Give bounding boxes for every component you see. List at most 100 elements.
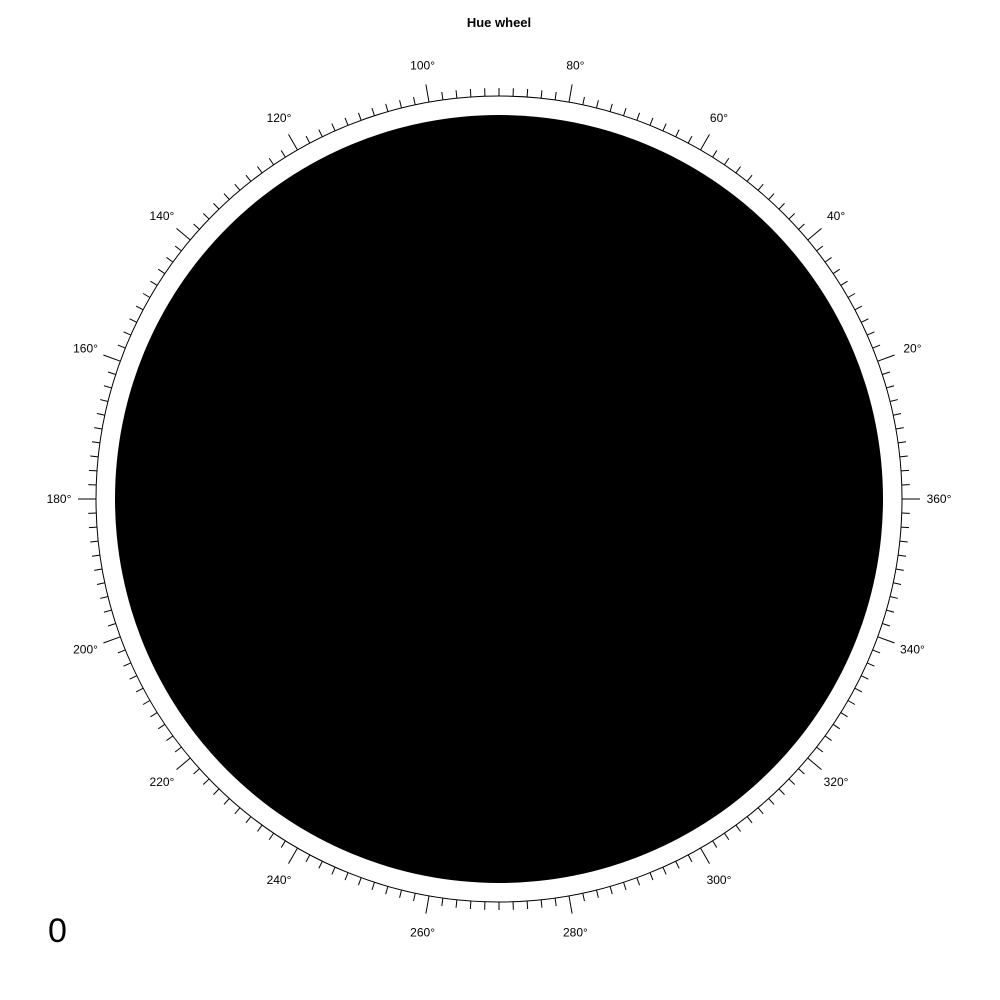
minor-tick xyxy=(882,372,890,374)
minor-tick xyxy=(596,100,598,108)
minor-tick xyxy=(203,779,209,785)
tick-label: 180° xyxy=(47,492,72,506)
major-tick xyxy=(878,637,895,643)
minor-tick xyxy=(319,861,323,868)
minor-tick xyxy=(855,688,862,692)
minor-tick xyxy=(414,893,416,901)
tick-label: 40° xyxy=(827,209,845,223)
tick-label: 140° xyxy=(150,209,175,223)
minor-tick xyxy=(555,92,556,100)
major-tick xyxy=(569,896,572,914)
tick-label: 200° xyxy=(73,642,98,656)
minor-tick xyxy=(900,541,908,542)
minor-tick xyxy=(610,886,612,894)
minor-tick xyxy=(108,624,116,626)
minor-tick xyxy=(901,527,909,528)
minor-tick xyxy=(345,118,348,125)
minor-tick xyxy=(166,257,172,262)
minor-tick xyxy=(89,470,97,471)
minor-tick xyxy=(97,414,105,416)
minor-tick xyxy=(769,194,774,200)
minor-tick xyxy=(817,246,823,251)
tick-label: 280° xyxy=(563,925,588,939)
tick-label: 160° xyxy=(73,342,98,356)
minor-tick xyxy=(269,158,273,165)
minor-tick xyxy=(779,789,785,795)
minor-tick xyxy=(861,319,868,323)
minor-tick xyxy=(94,569,102,570)
hue-disc xyxy=(115,115,883,883)
minor-tick xyxy=(688,855,692,862)
minor-tick xyxy=(676,130,680,137)
minor-tick xyxy=(224,194,229,200)
minor-tick xyxy=(358,878,361,886)
major-tick xyxy=(426,84,429,102)
tick-label: 60° xyxy=(710,111,728,125)
minor-tick xyxy=(257,166,262,172)
minor-tick xyxy=(848,701,855,705)
minor-tick xyxy=(527,89,528,97)
minor-tick xyxy=(332,124,335,131)
minor-tick xyxy=(358,113,361,121)
minor-tick xyxy=(650,118,653,125)
minor-tick xyxy=(893,583,901,585)
minor-tick xyxy=(527,901,528,909)
minor-tick xyxy=(555,898,556,906)
minor-tick xyxy=(89,527,97,528)
minor-tick xyxy=(246,817,251,823)
minor-tick xyxy=(92,442,100,443)
minor-tick xyxy=(281,841,285,848)
minor-tick xyxy=(825,736,831,741)
minor-tick xyxy=(610,104,612,112)
corner-label: 0 xyxy=(48,912,67,950)
minor-tick xyxy=(257,825,262,831)
minor-tick xyxy=(861,676,868,680)
minor-tick xyxy=(386,886,388,894)
minor-tick xyxy=(150,713,157,717)
minor-tick xyxy=(713,841,717,848)
minor-tick xyxy=(898,442,906,443)
major-tick xyxy=(808,758,822,770)
major-tick xyxy=(701,134,710,150)
minor-tick xyxy=(898,555,906,556)
minor-tick xyxy=(104,610,112,612)
minor-tick xyxy=(92,555,100,556)
tick-label: 260° xyxy=(410,925,435,939)
tick-label: 20° xyxy=(903,342,921,356)
major-tick xyxy=(177,228,191,240)
minor-tick xyxy=(386,104,388,112)
minor-tick xyxy=(400,890,402,898)
minor-tick xyxy=(158,269,165,273)
minor-tick xyxy=(150,281,157,285)
minor-tick xyxy=(583,893,585,901)
minor-tick xyxy=(886,610,894,612)
tick-label: 240° xyxy=(267,873,292,887)
minor-tick xyxy=(900,456,908,457)
minor-tick xyxy=(136,306,143,310)
minor-tick xyxy=(596,890,598,898)
minor-tick xyxy=(747,817,752,823)
minor-tick xyxy=(789,214,795,220)
minor-tick xyxy=(414,97,416,105)
minor-tick xyxy=(886,386,894,388)
minor-tick xyxy=(758,808,763,814)
minor-tick xyxy=(136,688,143,692)
minor-tick xyxy=(118,345,125,348)
minor-tick xyxy=(890,596,898,598)
minor-tick xyxy=(650,873,653,880)
major-tick xyxy=(103,637,120,643)
minor-tick xyxy=(175,246,181,251)
minor-tick xyxy=(130,319,137,323)
minor-tick xyxy=(736,825,741,831)
minor-tick xyxy=(841,281,848,285)
minor-tick xyxy=(867,663,874,666)
minor-tick xyxy=(624,882,626,890)
minor-tick xyxy=(372,108,374,116)
tick-label: 80° xyxy=(566,59,584,73)
minor-tick xyxy=(583,97,585,105)
minor-tick xyxy=(456,90,457,98)
minor-tick xyxy=(100,400,108,402)
minor-tick xyxy=(833,724,840,728)
minor-tick xyxy=(194,224,200,229)
minor-tick xyxy=(848,294,855,298)
